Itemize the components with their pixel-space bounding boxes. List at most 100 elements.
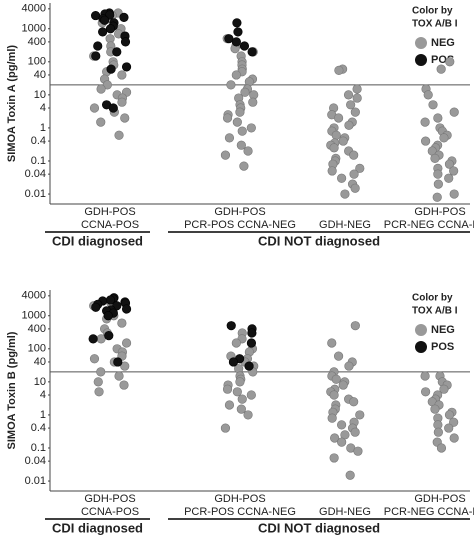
y-tick-label: 0.04 <box>25 455 46 467</box>
data-point <box>244 361 254 371</box>
data-point <box>423 90 433 100</box>
y-tick-label: 4 <box>40 102 46 114</box>
group-label: CDI diagnosed <box>52 233 143 248</box>
y-tick-label: 0.01 <box>25 188 46 200</box>
data-point <box>119 12 129 23</box>
data-point <box>352 84 362 94</box>
data-point <box>235 107 245 117</box>
data-point <box>350 183 360 193</box>
legend-title: TOX A/B I <box>412 306 458 317</box>
x-tick-label: GDH-NEG <box>319 506 371 518</box>
data-point <box>355 163 365 173</box>
legend-swatch <box>415 341 427 353</box>
data-point <box>239 161 249 171</box>
legend-title: TOX A/B I <box>412 19 458 30</box>
data-point <box>352 93 362 103</box>
legend-swatch <box>415 54 427 66</box>
y-axis-label: SIMOA Toxin B (pg/ml) <box>6 331 18 449</box>
data-point <box>331 130 341 140</box>
data-point <box>220 150 231 160</box>
data-point <box>96 117 106 127</box>
x-tick-label: PCR-NEG CCNA-NEG <box>384 506 474 518</box>
data-point <box>349 397 359 407</box>
y-axis-label: SIMOA Toxin A (pg/ml) <box>6 45 18 162</box>
data-point <box>439 133 449 143</box>
data-point <box>449 107 459 117</box>
data-point <box>231 37 241 47</box>
data-point <box>106 64 116 74</box>
data-point <box>333 351 344 361</box>
data-point <box>344 361 354 371</box>
data-point <box>93 41 103 51</box>
data-point <box>355 410 365 420</box>
data-point <box>226 80 236 90</box>
data-point <box>433 427 443 437</box>
data-point <box>330 433 340 443</box>
y-tick-label: 100 <box>28 343 46 355</box>
data-point <box>333 113 344 123</box>
data-point <box>105 24 116 34</box>
data-point <box>246 390 256 400</box>
legend-label: NEG <box>431 37 455 49</box>
data-point <box>98 27 108 37</box>
data-point <box>239 41 250 51</box>
data-point <box>349 169 359 179</box>
data-point <box>449 166 459 176</box>
data-point <box>420 117 430 127</box>
legend-label: POS <box>431 341 454 353</box>
legend-swatch <box>415 324 427 336</box>
y-tick-label: 0.01 <box>25 475 46 487</box>
data-point <box>329 390 339 400</box>
data-point <box>113 357 123 367</box>
data-point <box>444 410 455 420</box>
data-point <box>96 334 106 344</box>
x-tick-label: GDH-POS <box>414 493 465 505</box>
y-tick-label: 400 <box>28 323 46 335</box>
data-point <box>240 87 250 97</box>
data-point <box>91 51 101 61</box>
y-tick-label: 10 <box>34 376 46 388</box>
data-point <box>350 321 360 331</box>
x-tick-label: PCR-POS CCNA-NEG <box>184 506 296 518</box>
data-point <box>436 64 446 74</box>
data-point <box>449 433 459 443</box>
y-tick-label: 0.1 <box>31 155 46 167</box>
data-point <box>337 173 347 183</box>
data-point <box>236 140 246 150</box>
data-point <box>445 57 455 67</box>
data-point <box>91 302 101 312</box>
data-point <box>228 357 239 367</box>
x-tick-label: GDH-POS <box>84 493 135 505</box>
x-tick-label: GDH-NEG <box>319 219 371 231</box>
data-point <box>420 371 430 381</box>
y-tick-label: 1000 <box>22 23 46 35</box>
x-tick-label: GDH-POS <box>214 206 265 218</box>
data-point <box>237 126 247 136</box>
data-point <box>420 387 431 397</box>
data-point <box>350 427 360 437</box>
data-point <box>327 166 337 176</box>
data-point <box>96 367 106 377</box>
data-point <box>93 377 103 387</box>
x-tick-label: CCNA-POS <box>81 219 139 231</box>
data-point <box>349 150 359 160</box>
data-point <box>224 133 235 143</box>
y-tick-label: 4 <box>40 389 46 401</box>
data-point <box>247 328 257 338</box>
x-tick-label: PCR-POS CCNA-NEG <box>184 219 296 231</box>
data-point <box>108 103 118 113</box>
data-point <box>329 143 339 153</box>
x-tick-label: CCNA-POS <box>81 506 139 518</box>
data-point <box>96 84 106 94</box>
data-point <box>99 15 110 25</box>
x-tick-label: PCR-NEG CCNA-NEG <box>384 219 474 231</box>
data-point <box>344 120 354 130</box>
data-point <box>232 117 242 127</box>
data-point <box>121 62 132 72</box>
data-point <box>88 334 98 344</box>
data-point <box>345 470 355 480</box>
legend-label: NEG <box>431 324 455 336</box>
data-point <box>94 387 104 397</box>
data-point <box>449 189 459 199</box>
